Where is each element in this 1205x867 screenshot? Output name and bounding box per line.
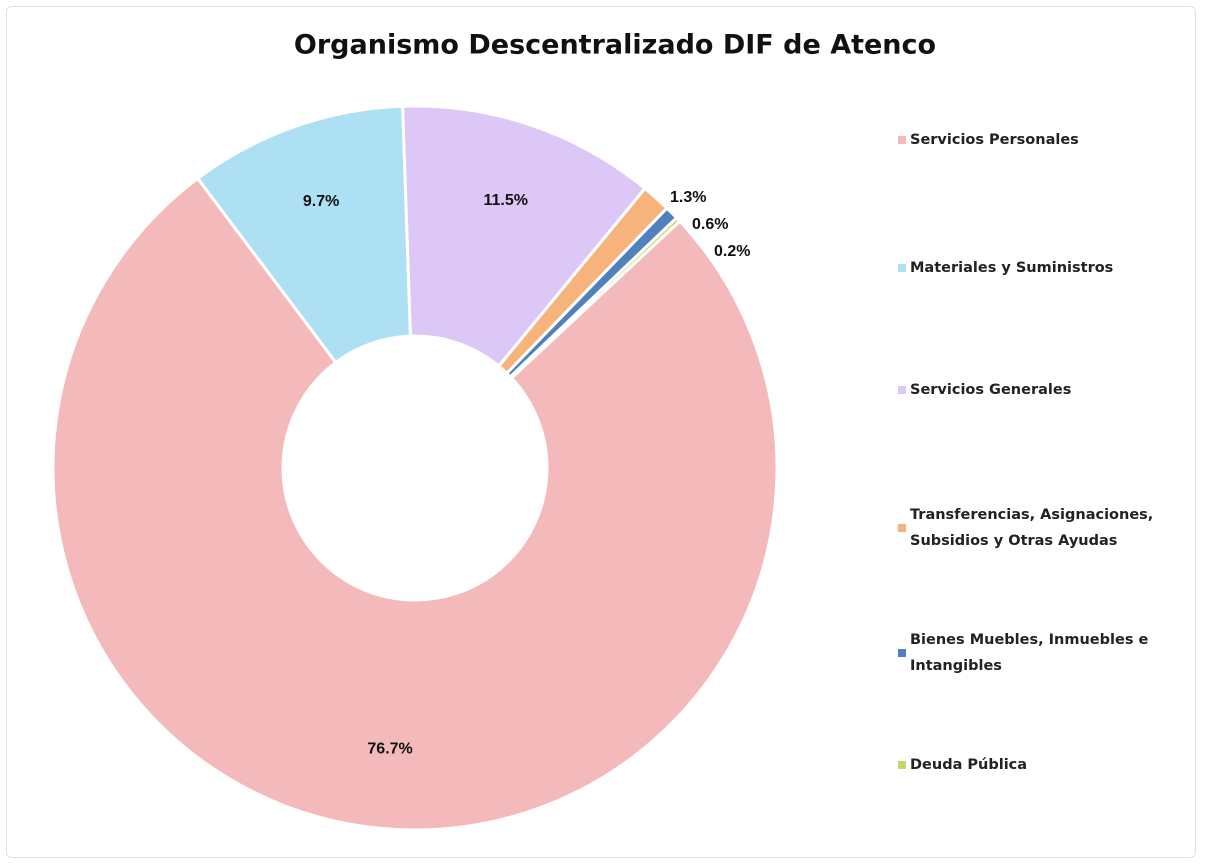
- data-label: 0.2%: [714, 243, 750, 260]
- legend-item: Servicios Personales: [898, 127, 1198, 153]
- chart-title: Organismo Descentralizado DIF de Atenco: [294, 30, 936, 61]
- slice: [195, 104, 413, 365]
- legend-swatch: [898, 649, 906, 657]
- slice: [51, 176, 779, 832]
- legend-label: Servicios Personales: [910, 132, 1079, 148]
- legend-item: Transferencias, Asignaciones, Subsidios …: [898, 502, 1198, 554]
- chart-frame: [6, 6, 1196, 858]
- legend-swatch: [898, 136, 906, 144]
- legend-label: Materiales y Suministros: [910, 260, 1114, 276]
- legend-label: Deuda Pública: [910, 757, 1028, 773]
- slice: [508, 215, 682, 381]
- legend-item: Deuda Pública: [898, 752, 1198, 778]
- legend-swatch: [898, 761, 906, 769]
- data-label: 1.3%: [670, 189, 706, 206]
- slice: [401, 104, 648, 369]
- data-label: 9.7%: [303, 193, 339, 210]
- legend-item: Servicios Generales: [898, 377, 1198, 403]
- legend-swatch: [898, 386, 906, 394]
- legend-swatch: [898, 524, 906, 532]
- data-label: 11.5%: [483, 192, 527, 209]
- data-label: 76.7%: [367, 740, 412, 757]
- legend-item: Materiales y Suministros: [898, 255, 1198, 281]
- data-label: 0.6%: [692, 216, 728, 233]
- legend-label: Transferencias, Asignaciones, Subsidios …: [910, 507, 1154, 549]
- legend-swatch: [898, 264, 906, 272]
- legend-label: Bienes Muebles, Inmuebles e Intangibles: [910, 632, 1149, 674]
- legend-label: Servicios Generales: [910, 382, 1072, 398]
- legend-item: Bienes Muebles, Inmuebles e Intangibles: [898, 627, 1198, 679]
